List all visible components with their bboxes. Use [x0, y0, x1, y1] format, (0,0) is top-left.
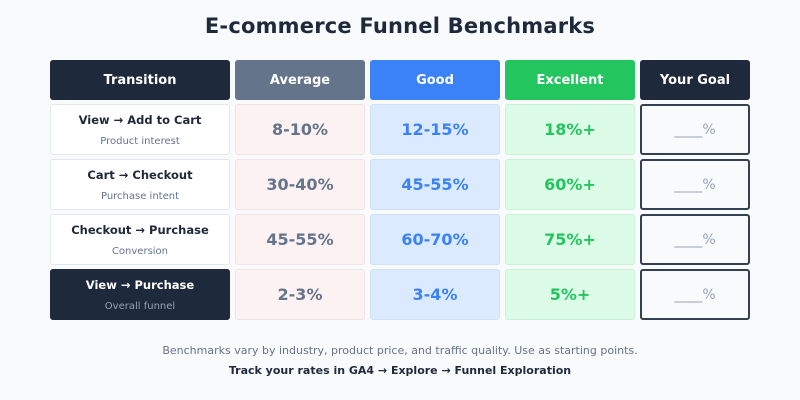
- header-excellent: Excellent: [505, 60, 635, 100]
- header-your-goal: Your Goal: [640, 60, 750, 100]
- average-value: 2-3%: [235, 269, 365, 320]
- footnote: Benchmarks vary by industry, product pri…: [162, 344, 638, 357]
- transition-name: View → Add to Cart: [78, 112, 202, 127]
- good-value: 12-15%: [370, 104, 500, 155]
- header-transition: Transition: [50, 60, 230, 100]
- header-good: Good: [370, 60, 500, 100]
- transition-name: Cart → Checkout: [87, 167, 193, 182]
- goal-input[interactable]: ____%: [640, 269, 750, 320]
- good-value: 45-55%: [370, 159, 500, 210]
- goal-input[interactable]: ____%: [640, 104, 750, 155]
- transition-cell: View → Add to Cart Product interest: [50, 104, 230, 155]
- header-average: Average: [235, 60, 365, 100]
- goal-input[interactable]: ____%: [640, 159, 750, 210]
- transition-subtitle: Conversion: [111, 245, 169, 257]
- transition-subtitle: Overall funnel: [104, 300, 176, 312]
- transition-name: Checkout → Purchase: [71, 222, 209, 237]
- excellent-value: 60%+: [505, 159, 635, 210]
- page-title: E-commerce Funnel Benchmarks: [204, 14, 596, 38]
- good-value: 3-4%: [370, 269, 500, 320]
- ga4-instruction: Track your rates in GA4 → Explore → Funn…: [228, 364, 572, 377]
- average-value: 8-10%: [235, 104, 365, 155]
- benchmark-table: Transition Average Good Excellent Your G…: [50, 60, 750, 320]
- transition-subtitle: Purchase intent: [100, 190, 180, 202]
- excellent-value: 18%+: [505, 104, 635, 155]
- transition-cell-overall: View → Purchase Overall funnel: [50, 269, 230, 320]
- goal-input[interactable]: ____%: [640, 214, 750, 265]
- transition-cell: Cart → Checkout Purchase intent: [50, 159, 230, 210]
- excellent-value: 5%+: [505, 269, 635, 320]
- transition-name: View → Purchase: [85, 277, 195, 292]
- transition-cell: Checkout → Purchase Conversion: [50, 214, 230, 265]
- average-value: 30-40%: [235, 159, 365, 210]
- average-value: 45-55%: [235, 214, 365, 265]
- excellent-value: 75%+: [505, 214, 635, 265]
- good-value: 60-70%: [370, 214, 500, 265]
- transition-subtitle: Product interest: [100, 135, 180, 147]
